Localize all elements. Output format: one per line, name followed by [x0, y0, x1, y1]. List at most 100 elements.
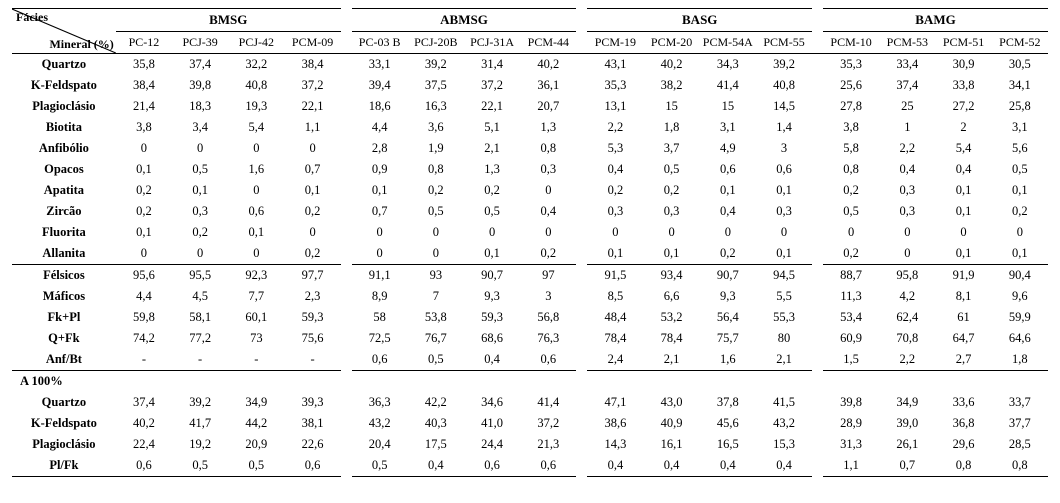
row-label: Quartzo	[12, 54, 116, 76]
data-cell: 0	[172, 243, 228, 265]
data-cell: 0,3	[587, 201, 643, 222]
row-label: Q+Fk	[12, 328, 116, 349]
data-cell: 34,3	[700, 54, 756, 76]
data-cell: -	[116, 349, 172, 371]
data-cell: 20,7	[520, 96, 576, 117]
data-cell: 18,3	[172, 96, 228, 117]
data-cell: 0,5	[464, 201, 520, 222]
row-label: Félsicos	[12, 265, 116, 287]
data-cell: 0,4	[408, 455, 464, 477]
data-cell: 0	[408, 222, 464, 243]
data-cell: 2,4	[587, 349, 643, 371]
data-cell: 0	[992, 222, 1048, 243]
row-label: Opacos	[12, 159, 116, 180]
data-cell: 0,1	[643, 243, 699, 265]
data-cell: 18,6	[352, 96, 408, 117]
data-cell: 0	[172, 138, 228, 159]
row-label: Apatita	[12, 180, 116, 201]
a100-label: A 100%	[12, 371, 116, 393]
data-cell: 3,7	[643, 138, 699, 159]
data-cell: 0	[464, 222, 520, 243]
data-cell: 14,3	[587, 434, 643, 455]
data-cell: 36,8	[935, 413, 991, 434]
data-cell: 0,3	[756, 201, 812, 222]
data-cell: 7,7	[228, 286, 284, 307]
data-cell: 77,2	[172, 328, 228, 349]
data-cell: 5,5	[756, 286, 812, 307]
data-cell: 27,2	[935, 96, 991, 117]
data-cell: 41,7	[172, 413, 228, 434]
data-cell: 47,1	[587, 392, 643, 413]
data-cell: 0,2	[464, 180, 520, 201]
data-cell: 72,5	[352, 328, 408, 349]
data-cell: 21,3	[520, 434, 576, 455]
data-cell: 37,8	[700, 392, 756, 413]
data-cell: 59,8	[116, 307, 172, 328]
data-cell: 0,6	[700, 159, 756, 180]
data-cell: 0,1	[992, 243, 1048, 265]
row-label: Plagioclásio	[12, 434, 116, 455]
sample-header: PCM-09	[284, 32, 340, 54]
data-cell: 33,8	[935, 75, 991, 96]
data-cell: 8,5	[587, 286, 643, 307]
data-cell: 59,9	[992, 307, 1048, 328]
row-label: Anf/Bt	[12, 349, 116, 371]
row-label: Quartzo	[12, 392, 116, 413]
data-cell: 33,4	[879, 54, 935, 76]
data-cell: 8,1	[935, 286, 991, 307]
data-cell: 94,5	[756, 265, 812, 287]
data-cell: 75,6	[284, 328, 340, 349]
row-label: Allanita	[12, 243, 116, 265]
data-cell: 0,1	[700, 180, 756, 201]
data-cell: 37,4	[879, 75, 935, 96]
data-cell: 90,7	[464, 265, 520, 287]
data-cell: 25,8	[992, 96, 1048, 117]
data-cell: 0	[228, 180, 284, 201]
data-cell: 61	[935, 307, 991, 328]
data-cell: 97,7	[284, 265, 340, 287]
data-cell: 38,1	[284, 413, 340, 434]
data-cell: 38,4	[116, 75, 172, 96]
data-cell: 78,4	[643, 328, 699, 349]
data-cell: 36,1	[520, 75, 576, 96]
data-cell: 37,4	[116, 392, 172, 413]
data-cell: 92,3	[228, 265, 284, 287]
sample-header: PCM-53	[879, 32, 935, 54]
data-cell: 13,1	[587, 96, 643, 117]
data-cell: 0,1	[935, 243, 991, 265]
data-cell: 14,5	[756, 96, 812, 117]
data-cell: 0,6	[228, 201, 284, 222]
data-cell: 0,4	[587, 455, 643, 477]
sample-header: PCJ-31A	[464, 32, 520, 54]
data-cell: 91,1	[352, 265, 408, 287]
data-cell: 53,8	[408, 307, 464, 328]
data-cell: 58,1	[172, 307, 228, 328]
data-cell: 28,5	[992, 434, 1048, 455]
data-cell: 9,6	[992, 286, 1048, 307]
data-cell: 2,7	[935, 349, 991, 371]
data-cell: 3,4	[172, 117, 228, 138]
data-cell: 2,2	[879, 349, 935, 371]
data-cell: 36,3	[352, 392, 408, 413]
data-cell: 45,6	[700, 413, 756, 434]
data-cell: 3,1	[700, 117, 756, 138]
data-cell: 0,1	[587, 243, 643, 265]
data-cell: -	[172, 349, 228, 371]
data-cell: 4,9	[700, 138, 756, 159]
row-label: Biotita	[12, 117, 116, 138]
data-cell: 2,1	[643, 349, 699, 371]
data-cell: 38,6	[587, 413, 643, 434]
data-cell: 68,6	[464, 328, 520, 349]
data-cell: 59,3	[464, 307, 520, 328]
data-cell: 33,1	[352, 54, 408, 76]
data-cell: 28,9	[823, 413, 879, 434]
data-cell: 0,3	[520, 159, 576, 180]
data-cell: 25,6	[823, 75, 879, 96]
data-cell: 31,4	[464, 54, 520, 76]
data-cell: 0	[228, 138, 284, 159]
data-cell: 5,6	[992, 138, 1048, 159]
data-cell: 19,2	[172, 434, 228, 455]
data-cell: 0,5	[408, 349, 464, 371]
data-cell: 0,2	[587, 180, 643, 201]
data-cell: 95,5	[172, 265, 228, 287]
